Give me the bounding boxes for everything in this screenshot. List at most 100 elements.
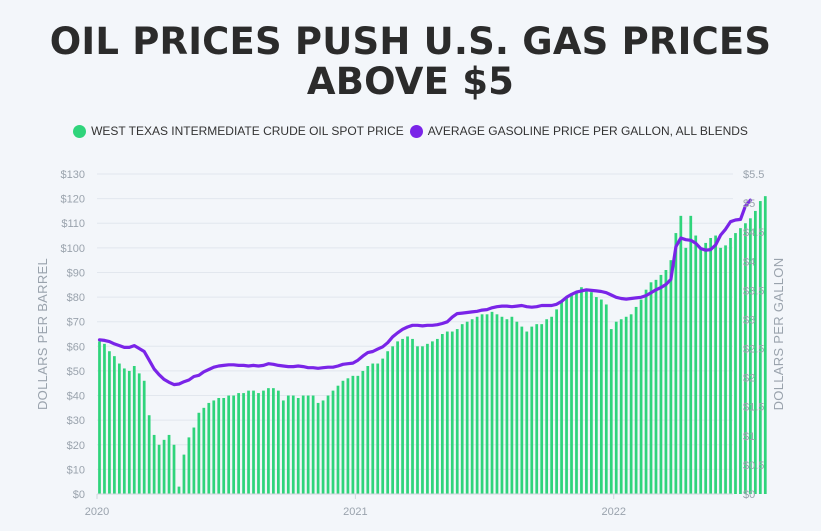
- oil-bar: [291, 395, 295, 494]
- y-left-axis-title: DOLLARS PER BARREL: [35, 258, 50, 410]
- oil-bar: [669, 260, 673, 494]
- y-right-tick-label: $5: [743, 198, 755, 210]
- oil-bar: [172, 444, 176, 494]
- oil-bar: [356, 375, 360, 494]
- y-right-tick-label: $1.5: [743, 402, 764, 414]
- legend-item-oil: WEST TEXAS INTERMEDIATE CRUDE OIL SPOT P…: [73, 124, 404, 138]
- y-right-tick-label: $0.5: [743, 460, 764, 472]
- oil-bar: [704, 242, 708, 494]
- oil-bar: [117, 363, 121, 494]
- oil-bar: [639, 299, 643, 494]
- oil-bar: [217, 398, 221, 494]
- oil-bar: [729, 238, 732, 494]
- y-left-tick-label: $40: [67, 391, 85, 403]
- oil-bar: [604, 304, 608, 494]
- oil-bar: [689, 215, 693, 494]
- oil-bar: [495, 314, 499, 494]
- oil-bar: [426, 343, 429, 494]
- oil-bar: [207, 402, 211, 494]
- oil-bar: [624, 316, 628, 494]
- oil-bar: [649, 282, 653, 494]
- y-left-tick-label: $130: [61, 169, 85, 181]
- oil-bar: [644, 289, 648, 494]
- oil-bar: [709, 238, 713, 494]
- oil-bar: [152, 434, 156, 494]
- oil-bar: [749, 218, 752, 495]
- y-right-tick-label: $0: [743, 489, 755, 501]
- oil-bar: [212, 400, 216, 494]
- oil-bar: [177, 486, 181, 494]
- oil-bar: [157, 444, 161, 494]
- oil-bar: [142, 380, 146, 494]
- oil-bar: [445, 331, 449, 494]
- oil-bar: [555, 309, 558, 494]
- oil-bar: [674, 233, 678, 495]
- y-right-tick-label: $1: [743, 431, 755, 443]
- oil-bar: [599, 299, 603, 494]
- oil-bar: [321, 400, 325, 494]
- oil-bar: [619, 319, 623, 494]
- oil-bar: [575, 292, 578, 494]
- oil-bar: [257, 393, 260, 494]
- oil-bar: [187, 437, 191, 494]
- oil-bar: [272, 388, 275, 494]
- y-left-tick-label: $60: [67, 341, 85, 353]
- oil-bar: [435, 338, 439, 494]
- oil-bar: [609, 329, 613, 494]
- chart-title: OIL PRICES PUSH U.S. GAS PRICES ABOVE $5: [49, 20, 772, 103]
- oil-bar: [162, 439, 166, 494]
- oil-bar: [525, 331, 529, 494]
- oil-bar: [480, 314, 484, 494]
- axes: $0$10$20$30$40$50$60$70$80$90$100$110$12…: [61, 169, 765, 518]
- y-left-tick-label: $110: [61, 218, 85, 230]
- oil-bar: [421, 346, 424, 494]
- oil-bar: [267, 388, 270, 494]
- oil-bar: [306, 395, 310, 494]
- oil-bar: [316, 402, 320, 494]
- oil-bar: [127, 370, 131, 494]
- gridlines: [97, 173, 733, 495]
- oil-bar: [182, 454, 186, 494]
- oil-bar: [147, 415, 151, 494]
- oil-bar: [416, 346, 419, 494]
- oil-bar: [406, 336, 409, 494]
- oil-bar: [500, 316, 504, 494]
- oil-bar: [580, 287, 583, 494]
- oil-bar: [734, 233, 737, 495]
- oil-bar: [371, 363, 375, 494]
- oil-bar: [391, 346, 395, 494]
- oil-bars: [98, 196, 767, 495]
- oil-bar: [719, 247, 722, 494]
- y-left-tick-label: $120: [61, 194, 85, 206]
- oil-bar: [366, 366, 370, 494]
- oil-bar: [545, 319, 549, 494]
- oil-bar: [744, 223, 747, 494]
- oil-bar: [758, 201, 762, 495]
- legend-item-gas: AVERAGE GASOLINE PRICE PER GALLON, ALL B…: [409, 124, 748, 138]
- oil-bar: [386, 351, 390, 494]
- oil-bar: [470, 319, 474, 494]
- oil-bar: [336, 385, 340, 494]
- y-right-tick-label: $3.5: [743, 285, 764, 297]
- oil-bar: [381, 358, 385, 494]
- x-tick-label: 2022: [602, 506, 626, 518]
- oil-bar: [763, 196, 767, 494]
- oil-bar: [475, 316, 479, 494]
- oil-bar: [520, 326, 524, 494]
- oil-bar: [440, 334, 444, 494]
- y-left-tick-label: $80: [67, 292, 85, 304]
- oil-bar: [396, 341, 399, 494]
- oil-bar: [540, 324, 544, 494]
- legend-label-oil: WEST TEXAS INTERMEDIATE CRUDE OIL SPOT P…: [91, 124, 404, 138]
- oil-bar: [739, 228, 742, 494]
- y-right-tick-label: $2.5: [743, 344, 764, 356]
- oil-bar: [699, 247, 703, 494]
- y-left-tick-label: $100: [61, 243, 85, 255]
- oil-bar: [510, 316, 514, 494]
- oil-bar: [202, 407, 206, 494]
- oil-bar: [629, 314, 633, 494]
- oil-bar: [222, 398, 226, 494]
- oil-bar: [122, 368, 126, 494]
- oil-bar: [654, 279, 658, 494]
- oil-bar: [634, 306, 638, 494]
